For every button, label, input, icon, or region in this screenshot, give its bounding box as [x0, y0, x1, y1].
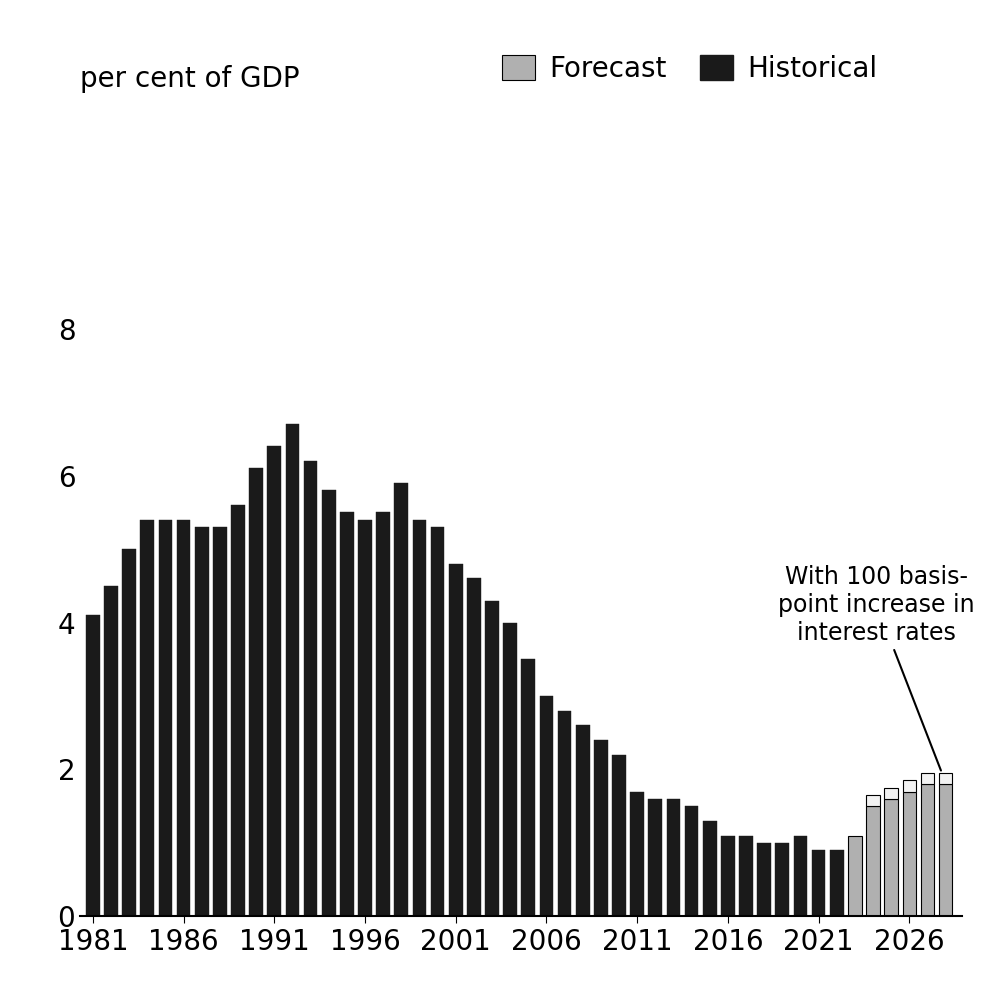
Bar [648, 799, 662, 916]
Bar [939, 773, 952, 784]
Bar [86, 615, 99, 916]
Bar [467, 578, 481, 916]
Bar [485, 600, 499, 916]
Bar [830, 850, 844, 916]
Bar [921, 773, 934, 784]
Bar [739, 836, 753, 916]
Bar [358, 520, 372, 916]
Legend: Forecast, Historical: Forecast, Historical [491, 43, 889, 94]
Bar [848, 836, 862, 916]
Bar [703, 821, 716, 916]
Bar [612, 755, 626, 916]
Bar [903, 780, 916, 792]
Bar [866, 807, 880, 916]
Bar [666, 799, 680, 916]
Bar [195, 527, 208, 916]
Bar [885, 799, 898, 916]
Bar [231, 506, 244, 916]
Bar [630, 792, 644, 916]
Bar [286, 424, 300, 916]
Bar [576, 725, 589, 916]
Bar [268, 446, 282, 916]
Bar [921, 784, 934, 916]
Bar [594, 740, 607, 916]
Bar [503, 622, 517, 916]
Bar [540, 696, 553, 916]
Bar [812, 850, 826, 916]
Bar [395, 483, 408, 916]
Bar [758, 843, 771, 916]
Bar [431, 527, 444, 916]
Text: per cent of GDP: per cent of GDP [80, 65, 300, 94]
Bar [794, 836, 808, 916]
Bar [304, 461, 318, 916]
Bar [885, 787, 898, 799]
Bar [721, 836, 734, 916]
Bar [104, 586, 118, 916]
Bar [140, 520, 154, 916]
Bar [558, 711, 571, 916]
Bar [521, 660, 535, 916]
Bar [776, 843, 790, 916]
Bar [158, 520, 172, 916]
Bar [866, 796, 880, 807]
Bar [122, 549, 136, 916]
Bar [249, 468, 263, 916]
Bar [377, 513, 390, 916]
Bar [903, 792, 916, 916]
Bar [322, 490, 336, 916]
Bar [684, 807, 698, 916]
Text: With 100 basis-
point increase in
interest rates: With 100 basis- point increase in intere… [779, 565, 975, 770]
Bar [449, 564, 463, 916]
Bar [413, 520, 426, 916]
Bar [213, 527, 226, 916]
Bar [340, 513, 354, 916]
Bar [939, 784, 952, 916]
Bar [176, 520, 190, 916]
